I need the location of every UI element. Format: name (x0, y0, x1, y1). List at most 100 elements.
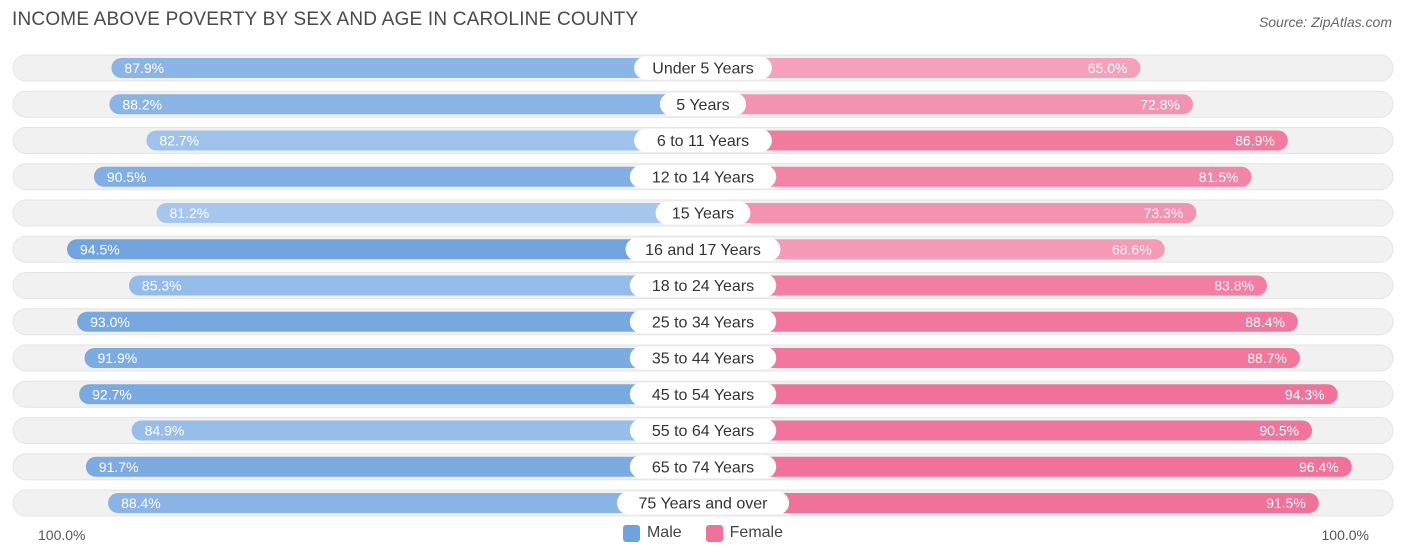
female-value-label: 72.8% (1140, 96, 1180, 112)
male-value-label: 84.9% (145, 423, 185, 439)
category-pill (629, 419, 777, 442)
female-bar (703, 58, 1141, 78)
male-value-label: 82.7% (159, 133, 199, 149)
male-bar (79, 384, 703, 405)
female-bar (703, 420, 1313, 441)
female-value-label: 86.9% (1235, 133, 1275, 149)
male-value-label: 88.2% (122, 96, 162, 112)
male-value-label: 91.7% (99, 459, 139, 475)
male-bar (85, 456, 703, 477)
legend-swatch-male (622, 524, 640, 542)
female-value-label: 91.5% (1266, 495, 1306, 511)
row-10: 84.9% 90.5% 55 to 64 Years (12, 417, 1394, 444)
legend-label-male: Male (646, 524, 682, 541)
chart-title: INCOME ABOVE POVERTY BY SEX AND AGE IN C… (12, 9, 639, 30)
female-bar (703, 275, 1267, 296)
female-value-label: 88.7% (1247, 350, 1287, 366)
male-value-label: 91.9% (98, 350, 138, 366)
legend: Male Female (0, 524, 1406, 542)
female-bar (703, 203, 1197, 223)
category-label: 25 to 34 Years (652, 314, 754, 331)
row-0: 87.9% 65.0% Under 5 Years (12, 54, 1394, 82)
category-pill (629, 382, 777, 406)
row-11: 91.7% 96.4% 65 to 74 Years (12, 453, 1394, 481)
category-label: 18 to 24 Years (652, 278, 754, 295)
female-value-label: 94.3% (1285, 386, 1325, 402)
category-pill (655, 201, 751, 225)
category-pill (629, 455, 777, 479)
female-value-label: 68.6% (1112, 241, 1152, 257)
axis-right-label: 100.0% (1321, 527, 1369, 543)
female-value-label: 83.8% (1214, 278, 1254, 294)
category-label: 5 Years (676, 97, 729, 114)
category-label: 15 Years (672, 206, 734, 223)
female-value-label: 81.5% (1199, 169, 1239, 185)
category-pill (616, 491, 790, 515)
chart-source: Source: ZipAtlas.com (1258, 14, 1392, 30)
category-pill (634, 56, 772, 80)
female-bar (703, 456, 1352, 477)
row-4: 81.2% 73.3% 15 Years (12, 199, 1394, 227)
category-label: 35 to 44 Years (652, 351, 754, 368)
female-value-label: 88.4% (1245, 314, 1285, 330)
male-value-label: 93.0% (90, 314, 130, 330)
female-bar (703, 239, 1165, 260)
male-value-label: 85.3% (142, 278, 182, 294)
male-bar (128, 275, 703, 296)
male-value-label: 92.7% (92, 386, 132, 402)
male-bar (156, 203, 704, 223)
category-label: 65 to 74 Years (652, 459, 754, 476)
legend-item-male: Male (622, 524, 682, 542)
row-12: 88.4% 91.5% 75 Years and over (12, 489, 1394, 517)
female-bar (703, 130, 1288, 151)
female-bar (703, 348, 1300, 368)
female-bar (703, 384, 1338, 405)
row-1: 88.2% 72.8% 5 Years (12, 90, 1394, 118)
category-pill (629, 310, 777, 334)
row-5: 94.5% 68.6% 16 and 17 Years (12, 235, 1394, 263)
category-label: 55 to 64 Years (652, 423, 754, 440)
male-bar (146, 130, 703, 151)
row-2: 82.7% 86.9% 6 to 11 Years (12, 127, 1394, 154)
axis-left-label: 100.0% (38, 527, 86, 543)
row-8: 91.9% 88.7% 35 to 44 Years (12, 344, 1394, 372)
female-value-label: 90.5% (1259, 423, 1299, 439)
category-label: 16 and 17 Years (645, 242, 761, 259)
female-value-label: 73.3% (1144, 205, 1184, 221)
category-pill (659, 92, 747, 116)
row-7: 93.0% 88.4% 25 to 34 Years (12, 308, 1394, 336)
category-pill (629, 165, 777, 189)
male-value-label: 88.4% (121, 495, 161, 511)
male-value-label: 90.5% (107, 169, 147, 185)
female-bar (703, 311, 1298, 332)
female-value-label: 65.0% (1088, 60, 1128, 76)
category-label: Under 5 Years (652, 61, 753, 78)
female-bar (703, 493, 1319, 513)
male-bar (93, 166, 703, 187)
male-value-label: 81.2% (170, 205, 210, 221)
male-bar (109, 94, 703, 115)
male-bar (108, 493, 704, 513)
row-6: 85.3% 83.8% 18 to 24 Years (12, 272, 1394, 299)
male-bar (111, 58, 704, 78)
male-bar (67, 239, 703, 260)
category-pill (634, 129, 772, 152)
female-value-label: 96.4% (1299, 459, 1339, 475)
category-label: 12 to 14 Years (652, 169, 754, 186)
legend-label-female: Female (729, 524, 784, 541)
category-label: 45 to 54 Years (652, 387, 754, 404)
category-label: 75 Years and over (639, 496, 769, 513)
row-9: 92.7% 94.3% 45 to 54 Years (12, 380, 1394, 408)
row-3: 90.5% 81.5% 12 to 14 Years (12, 163, 1394, 191)
legend-item-female: Female (705, 524, 784, 542)
male-bar (77, 311, 704, 332)
male-value-label: 94.5% (80, 241, 120, 257)
category-pill (629, 346, 777, 370)
category-pill (625, 237, 781, 261)
male-value-label: 87.9% (124, 60, 164, 76)
male-bar (131, 420, 704, 441)
female-bar (703, 94, 1193, 115)
category-pill (629, 274, 777, 297)
legend-swatch-female (705, 524, 723, 542)
